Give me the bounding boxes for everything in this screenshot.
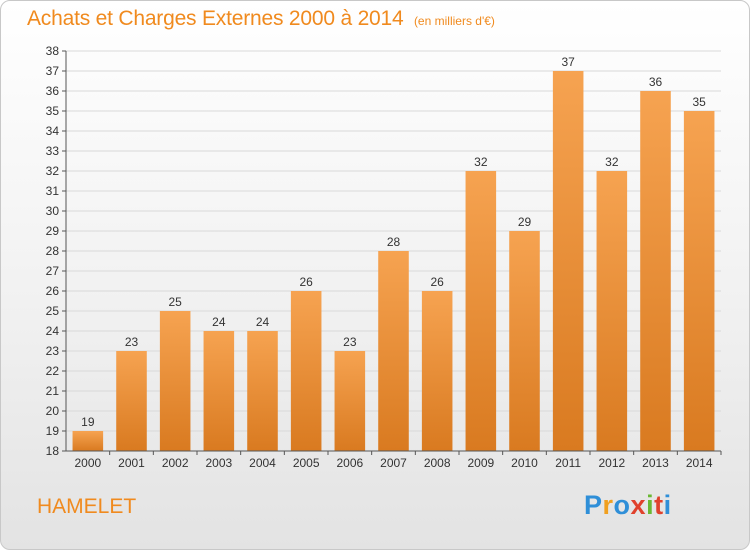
x-tick-label: 2005	[293, 456, 320, 470]
bar-2001[interactable]	[116, 351, 147, 451]
y-tick-label: 28	[46, 244, 60, 258]
data-label: 23	[125, 335, 139, 349]
y-tick-label: 30	[46, 204, 60, 218]
data-label: 19	[81, 415, 95, 429]
y-tick-label: 22	[46, 364, 60, 378]
bar-2010[interactable]	[509, 231, 540, 451]
axes: 18 19 20 21 22 23 24 25 26 27 28 29 30 31 32 33 34 35 36 37…	[46, 44, 722, 470]
bar-2012[interactable]	[596, 171, 628, 451]
x-tick-label: 2014	[686, 456, 713, 470]
bar-2003[interactable]	[203, 331, 235, 451]
x-tick-label: 2000	[74, 456, 101, 470]
bar-2006[interactable]	[334, 351, 366, 451]
logo-letter: x	[630, 490, 647, 520]
commune-name: HAMELET	[37, 495, 137, 518]
x-tick-label: 2011	[555, 456, 581, 470]
x-tick-label: 2013	[642, 456, 669, 470]
bar-2013[interactable]	[640, 91, 671, 451]
data-label: 32	[605, 155, 619, 169]
data-labels: 19 23 25 24 24 26 23 28 26 32 29 37 32 36 35	[81, 55, 706, 429]
data-label: 24	[212, 315, 226, 329]
data-label: 26	[430, 275, 444, 289]
data-label: 24	[256, 315, 270, 329]
data-label: 29	[518, 215, 532, 229]
bar-2011[interactable]	[552, 71, 584, 451]
y-tick-label: 31	[46, 184, 60, 198]
logo-letter: r	[602, 490, 614, 520]
y-tick-label: 35	[46, 104, 60, 118]
y-tick-label: 21	[46, 384, 60, 398]
data-label: 28	[387, 235, 401, 249]
logo-letter: i	[663, 490, 672, 520]
data-label: 23	[343, 335, 357, 349]
x-tick-label: 2001	[118, 456, 145, 470]
bar-2009[interactable]	[465, 171, 497, 451]
y-tick-label: 25	[46, 304, 60, 318]
chart-title-text: Achats et Charges Externes 2000 à 2014	[27, 7, 404, 30]
y-tick-label: 33	[46, 144, 60, 158]
logo-letter: o	[613, 490, 631, 520]
logo-letter: P	[584, 490, 603, 520]
y-tick-label: 24	[46, 324, 60, 338]
bar-2002[interactable]	[159, 311, 191, 451]
x-tick-label: 2007	[380, 456, 407, 470]
y-tick-label: 26	[46, 284, 60, 298]
y-tick-label: 20	[46, 404, 60, 418]
y-tick-label: 29	[46, 224, 60, 238]
y-tick-label: 19	[46, 424, 60, 438]
y-tick-label: 27	[46, 264, 60, 278]
proxiti-logo[interactable]: Proxiti	[584, 490, 672, 521]
y-tick-label: 34	[46, 124, 60, 138]
x-tick-label: 2004	[249, 456, 276, 470]
x-tick-label: 2010	[511, 456, 538, 470]
x-tick-label: 2003	[205, 456, 232, 470]
logo-letter: i	[646, 490, 655, 520]
data-label: 25	[168, 295, 182, 309]
y-tick-label: 38	[46, 44, 60, 58]
data-label: 32	[474, 155, 488, 169]
data-label: 26	[299, 275, 313, 289]
bar-2014[interactable]	[683, 111, 715, 451]
y-tick-label: 37	[46, 64, 60, 78]
data-label: 35	[692, 95, 706, 109]
x-tick-label: 2006	[336, 456, 363, 470]
bar-2007[interactable]	[378, 251, 409, 451]
x-tick-label: 2008	[424, 456, 451, 470]
data-label: 36	[649, 75, 663, 89]
bar-2008[interactable]	[421, 291, 453, 451]
y-tick-label: 36	[46, 84, 60, 98]
y-tick-label: 18	[46, 444, 60, 458]
x-tick-label: 2002	[162, 456, 189, 470]
y-tick-label: 23	[46, 344, 60, 358]
x-tick-label: 2012	[598, 456, 625, 470]
bar-2000[interactable]	[72, 431, 104, 451]
chart-unit: (en milliers d'€)	[413, 14, 495, 28]
bar-2005[interactable]	[290, 291, 322, 451]
logo-letter: t	[654, 490, 664, 520]
data-label: 37	[561, 55, 575, 69]
bars	[72, 71, 715, 451]
x-tick-label: 2009	[467, 456, 494, 470]
y-tick-label: 32	[46, 164, 60, 178]
chart-title: Achats et Charges Externes 2000 à 2014 (…	[27, 7, 495, 31]
bar-2004[interactable]	[247, 331, 278, 451]
